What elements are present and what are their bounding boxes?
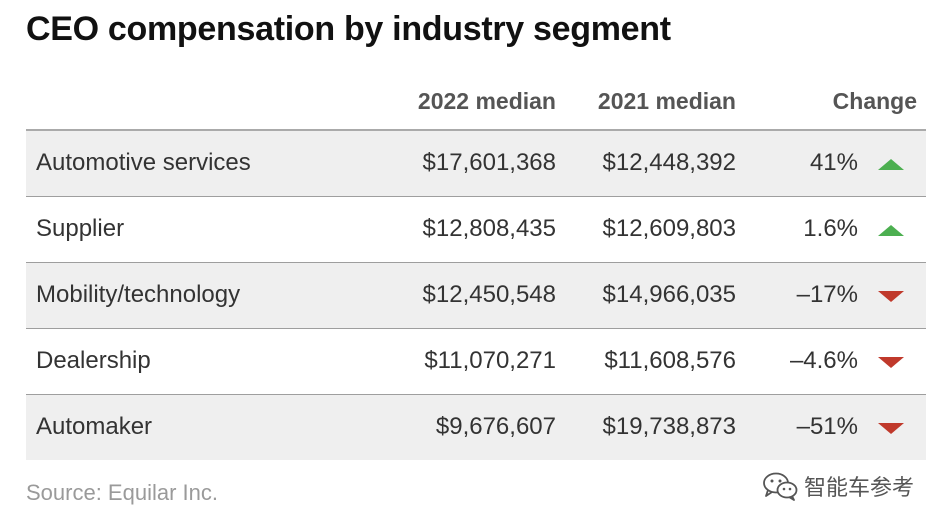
wechat-icon xyxy=(763,472,798,501)
median-2021-value: $19,738,873 xyxy=(602,413,736,440)
source-note: Source: Equilar Inc. xyxy=(26,480,218,505)
segment-name: Automaker xyxy=(36,413,153,440)
table-row: Supplier $12,808,435 $12,609,803 1.6% xyxy=(26,197,926,263)
change-value: –17% xyxy=(796,281,858,308)
table-title: CEO compensation by industry segment xyxy=(26,10,671,48)
table-row: Automotive services $17,601,368 $12,448,… xyxy=(26,131,926,197)
median-2022-value: $9,676,607 xyxy=(435,413,556,440)
table-row: Dealership $11,070,271 $11,608,576 –4.6% xyxy=(26,329,926,395)
median-2022-value: $11,070,271 xyxy=(424,347,556,374)
median-2021-value: $11,608,576 xyxy=(604,347,736,374)
change-value: 41% xyxy=(809,149,858,176)
down-arrow-icon xyxy=(878,357,904,368)
segment-name: Dealership xyxy=(36,347,151,374)
change-value: 1.6% xyxy=(803,215,858,242)
up-arrow-icon xyxy=(878,225,904,236)
down-arrow-icon xyxy=(878,423,904,434)
change-value: –51% xyxy=(796,413,858,440)
header-2022-median: 2022 median xyxy=(417,88,556,114)
median-2022-value: $17,601,368 xyxy=(422,149,556,176)
segment-name: Automotive services xyxy=(36,149,251,176)
segment-name: Mobility/technology xyxy=(36,281,241,308)
watermark: 智能车参考 xyxy=(762,470,914,502)
median-2021-value: $12,609,803 xyxy=(602,215,736,242)
table-row: Automaker $9,676,607 $19,738,873 –51% xyxy=(26,395,926,460)
up-arrow-icon xyxy=(878,159,904,170)
median-2021-value: $14,966,035 xyxy=(602,281,736,308)
header-change: Change xyxy=(832,88,917,114)
table-row: Mobility/technology $12,450,548 $14,966,… xyxy=(26,263,926,329)
header-2021-median: 2021 median xyxy=(597,88,736,114)
median-2022-value: $12,808,435 xyxy=(422,215,556,242)
median-2022-value: $12,450,548 xyxy=(422,281,556,308)
compensation-table: 2022 median 2021 median Change Automotiv… xyxy=(26,76,926,460)
median-2021-value: $12,448,392 xyxy=(602,149,736,176)
table-header: 2022 median 2021 median Change xyxy=(26,76,926,131)
down-arrow-icon xyxy=(878,291,904,302)
change-value: –4.6% xyxy=(789,347,858,374)
watermark-text: 智能车参考 xyxy=(804,476,915,501)
segment-name: Supplier xyxy=(36,215,125,242)
